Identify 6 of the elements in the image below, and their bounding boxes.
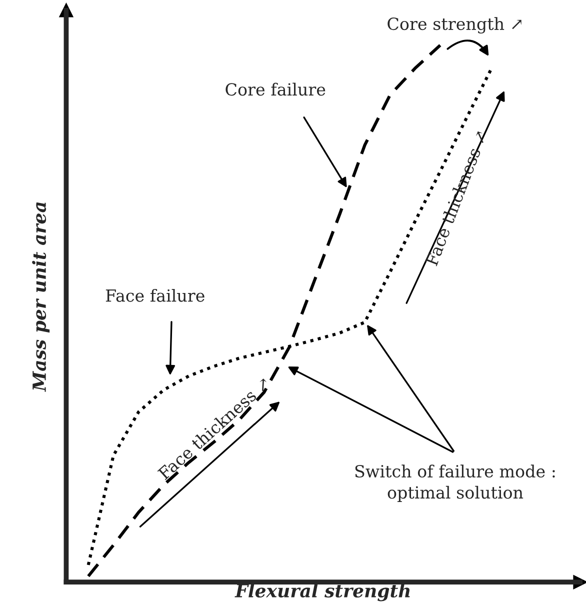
y-axis-title: Mass per unit area: [32, 202, 50, 392]
annotation: Face failure: [106, 288, 204, 302]
x-axis-title: Flexural strength: [234, 584, 410, 602]
annotation: Switch of failure mode : optimal solution: [355, 464, 555, 502]
annotation: Core failure: [226, 82, 326, 96]
text: Core strength ↗: [388, 17, 522, 34]
